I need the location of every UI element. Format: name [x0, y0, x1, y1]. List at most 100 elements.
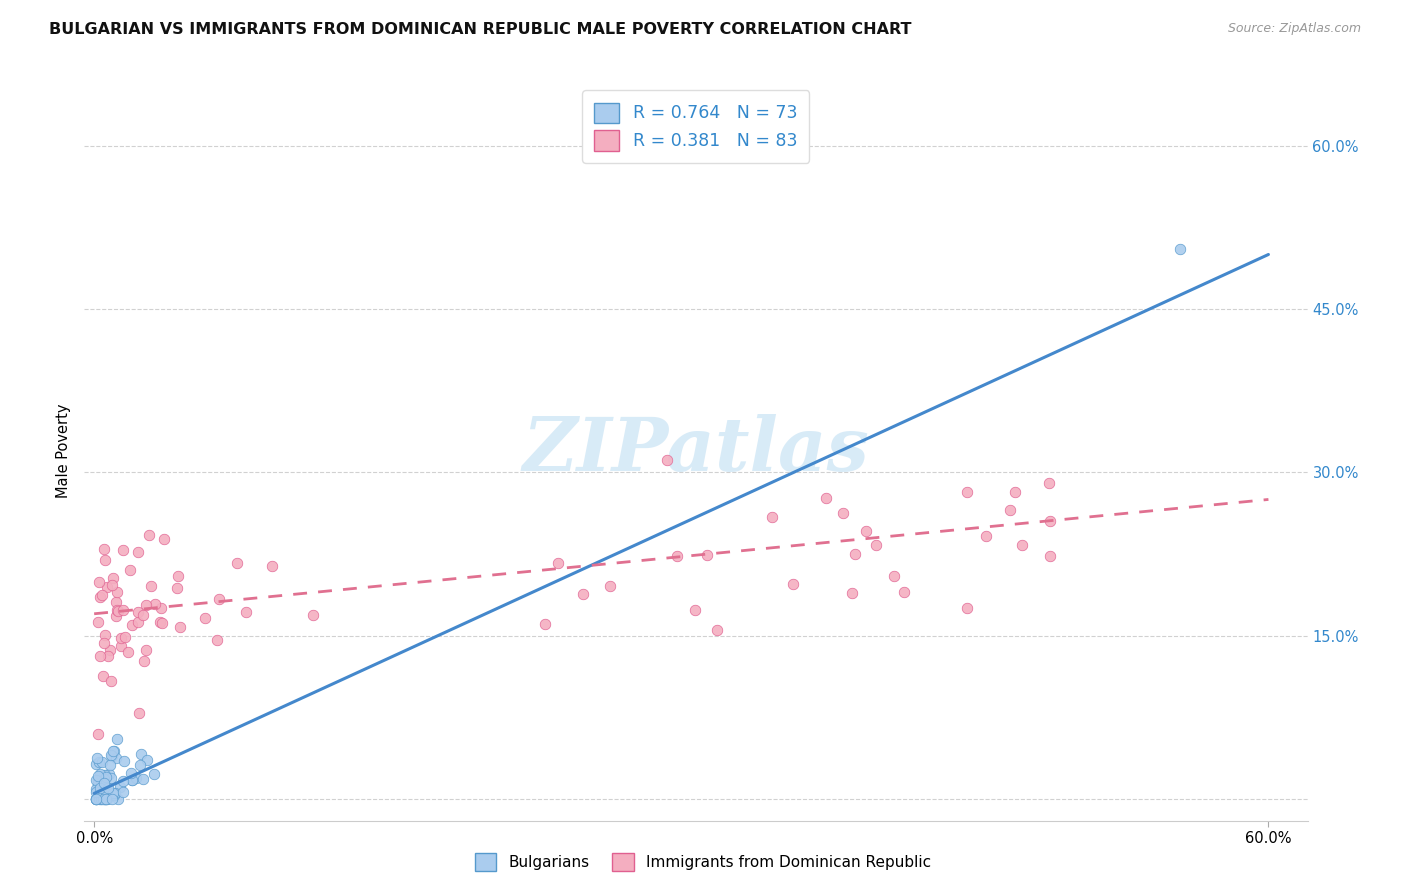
Legend: R = 0.764   N = 73, R = 0.381   N = 83: R = 0.764 N = 73, R = 0.381 N = 83 [582, 90, 810, 162]
Point [96, 792, 118, 806]
Point [84, 757, 107, 772]
Point [135, 642, 157, 657]
Point [1038, 475, 1060, 490]
Point [166, 581, 188, 595]
Point [87, 790, 110, 805]
Point [974, 528, 997, 542]
Point [110, 631, 132, 645]
Point [1039, 514, 1062, 528]
Point [89, 755, 111, 769]
Point [302, 608, 325, 623]
Point [169, 620, 191, 634]
Point [91, 784, 114, 798]
Point [194, 610, 217, 624]
Point [100, 673, 122, 688]
Point [117, 644, 139, 658]
Point [101, 571, 124, 585]
Point [90, 780, 112, 795]
Point [84, 792, 107, 806]
Point [114, 630, 136, 644]
Point [86, 792, 108, 806]
Point [90, 792, 112, 806]
Point [208, 592, 231, 607]
Point [87, 778, 110, 792]
Point [97, 649, 120, 664]
Point [103, 744, 125, 758]
Point [956, 484, 979, 499]
Point [93, 636, 115, 650]
Point [138, 527, 160, 541]
Point [572, 586, 595, 600]
Point [129, 747, 152, 762]
Point [149, 600, 172, 615]
Point [94, 792, 117, 806]
Point [104, 608, 127, 623]
Point [91, 788, 114, 802]
Point [103, 789, 125, 803]
Point [103, 786, 125, 800]
Point [841, 586, 863, 600]
Point [87, 615, 110, 630]
Point [87, 769, 110, 783]
Point [93, 553, 115, 567]
Point [112, 543, 135, 558]
Point [121, 618, 143, 632]
Point [101, 743, 124, 757]
Point [101, 792, 124, 806]
Point [121, 773, 143, 788]
Point [108, 780, 131, 795]
Point [844, 547, 866, 561]
Point [128, 758, 150, 772]
Point [153, 532, 176, 546]
Point [121, 772, 143, 787]
Point [128, 706, 150, 721]
Point [87, 575, 110, 590]
Point [665, 549, 688, 564]
Point [94, 787, 117, 801]
Point [87, 776, 110, 790]
Point [104, 786, 127, 800]
Point [139, 579, 162, 593]
Point [105, 595, 128, 609]
Point [93, 769, 115, 783]
Point [91, 792, 114, 806]
Point [1011, 538, 1033, 552]
Point [93, 783, 115, 797]
Point [107, 792, 129, 806]
Point [120, 563, 142, 577]
Point [96, 792, 118, 806]
Text: ZIPatlas: ZIPatlas [523, 414, 869, 487]
Point [94, 628, 117, 642]
Point [89, 590, 111, 604]
Point [98, 642, 121, 657]
Point [832, 506, 855, 520]
Point [547, 556, 569, 570]
Point [226, 556, 249, 570]
Point [91, 755, 114, 769]
Point [90, 792, 112, 806]
Point [94, 792, 117, 806]
Point [235, 605, 257, 619]
Point [84, 772, 107, 787]
Point [125, 771, 148, 785]
Point [111, 602, 134, 616]
Point [683, 603, 706, 617]
Point [90, 588, 112, 602]
Point [855, 524, 877, 539]
Point [1170, 242, 1192, 256]
Point [93, 792, 115, 806]
Point [89, 781, 111, 796]
Point [93, 542, 115, 557]
Point [84, 792, 107, 806]
Point [87, 726, 110, 740]
Point [86, 751, 108, 765]
Point [100, 771, 122, 785]
Point [148, 615, 170, 630]
Point [143, 597, 166, 611]
Point [105, 731, 128, 746]
Point [86, 792, 108, 806]
Point [111, 774, 134, 789]
Point [104, 751, 127, 765]
Text: Source: ZipAtlas.com: Source: ZipAtlas.com [1227, 22, 1361, 36]
Point [696, 548, 718, 562]
